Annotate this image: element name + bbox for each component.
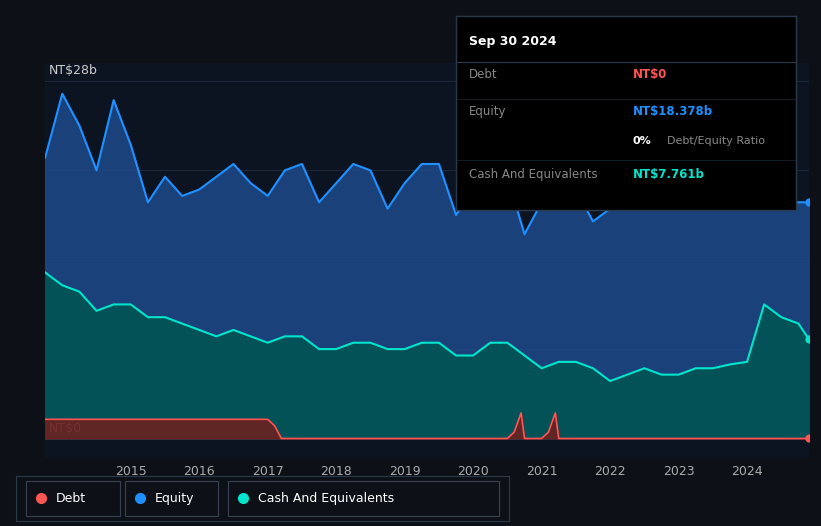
Text: Equity: Equity	[470, 105, 507, 118]
Text: Debt: Debt	[470, 68, 498, 82]
Text: Cash And Equivalents: Cash And Equivalents	[470, 168, 598, 180]
Text: Cash And Equivalents: Cash And Equivalents	[258, 492, 394, 505]
Text: NT$18.378b: NT$18.378b	[633, 105, 713, 118]
Text: NT$28b: NT$28b	[48, 64, 98, 77]
Text: 0%: 0%	[633, 136, 652, 146]
Text: NT$0: NT$0	[48, 422, 82, 434]
Text: Debt: Debt	[56, 492, 86, 505]
Text: Sep 30 2024: Sep 30 2024	[470, 35, 557, 48]
Text: Debt/Equity Ratio: Debt/Equity Ratio	[667, 136, 765, 146]
Text: NT$0: NT$0	[633, 68, 667, 82]
Text: NT$7.761b: NT$7.761b	[633, 168, 704, 180]
Text: Equity: Equity	[154, 492, 194, 505]
